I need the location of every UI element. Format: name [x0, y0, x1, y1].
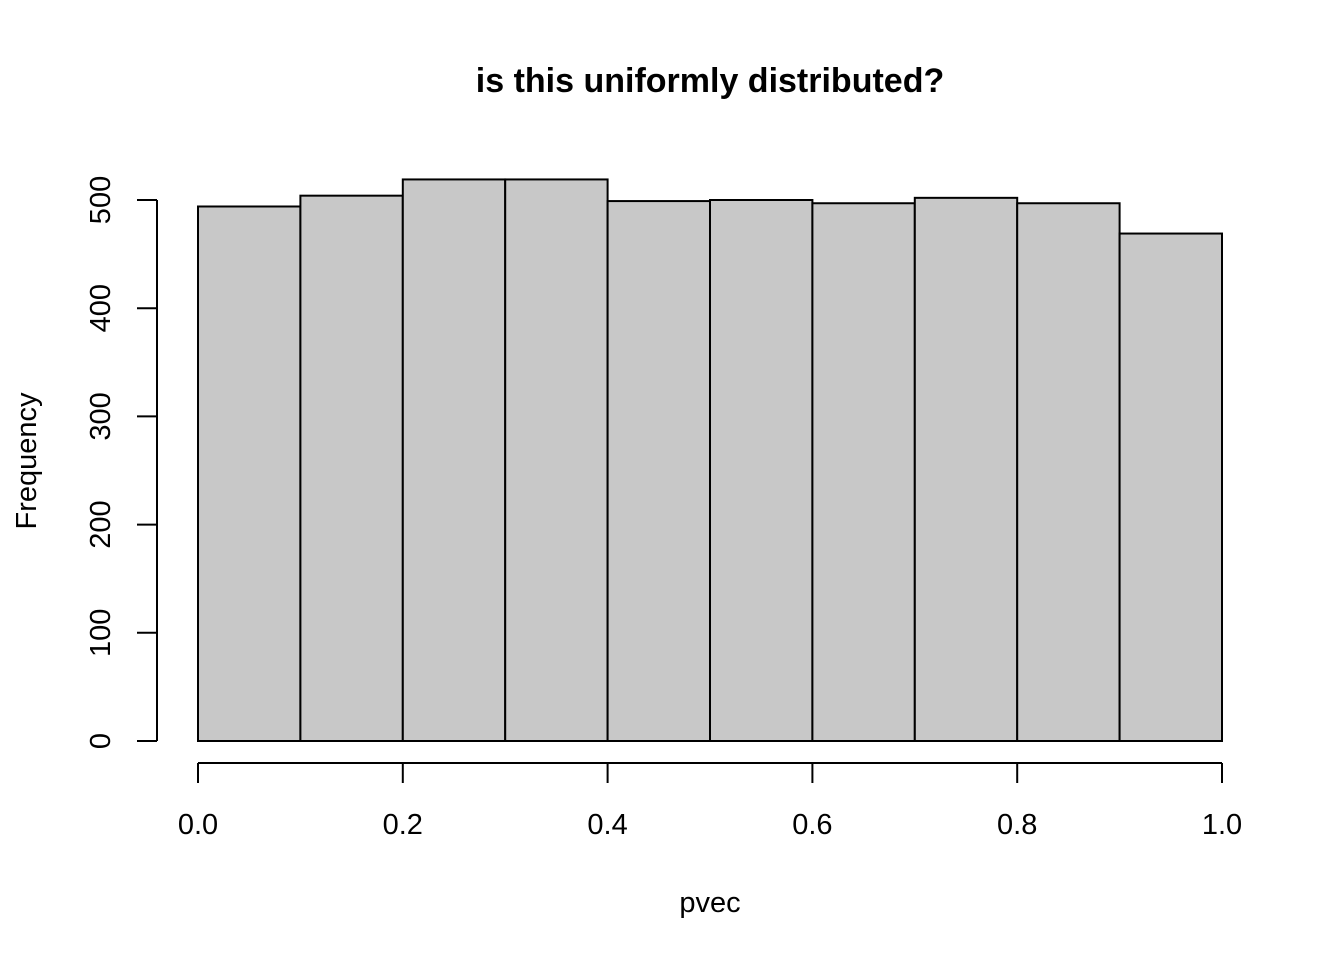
x-tick-label: 0.4 [587, 809, 627, 841]
histogram-bar [709, 199, 814, 742]
x-tick-label: 0.0 [178, 809, 218, 841]
x-tick-label: 0.8 [997, 809, 1037, 841]
x-axis: 0.0 0.2 0.4 0.6 0.8 1.0 [178, 762, 1242, 841]
histogram-bar [1118, 232, 1223, 743]
histogram-bar [504, 178, 609, 742]
y-tick-label: 100 [85, 609, 117, 657]
x-axis-label: pvec [679, 887, 740, 919]
x-tick-label: 0.2 [383, 809, 423, 841]
histogram-bar [1016, 202, 1121, 743]
y-tick-label: 500 [85, 176, 117, 224]
histogram-bar [197, 205, 302, 742]
histogram-bar [401, 178, 507, 742]
x-tick-label: 1.0 [1202, 809, 1242, 841]
y-axis: 0 100 200 300 400 500 [85, 176, 158, 749]
y-tick-label: 400 [85, 284, 117, 332]
chart-title: is this uniformly distributed? [476, 62, 944, 100]
histogram-bar [811, 202, 916, 743]
histogram-bar [299, 194, 404, 742]
histogram-bar [913, 196, 1019, 742]
y-tick-label: 300 [85, 392, 117, 440]
y-axis-label: Frequency [11, 392, 43, 530]
y-tick-label: 0 [85, 733, 117, 749]
histogram-bar [606, 200, 711, 743]
y-tick-label: 200 [85, 500, 117, 548]
histogram-bars [197, 178, 1223, 743]
x-tick-label: 0.6 [792, 809, 832, 841]
